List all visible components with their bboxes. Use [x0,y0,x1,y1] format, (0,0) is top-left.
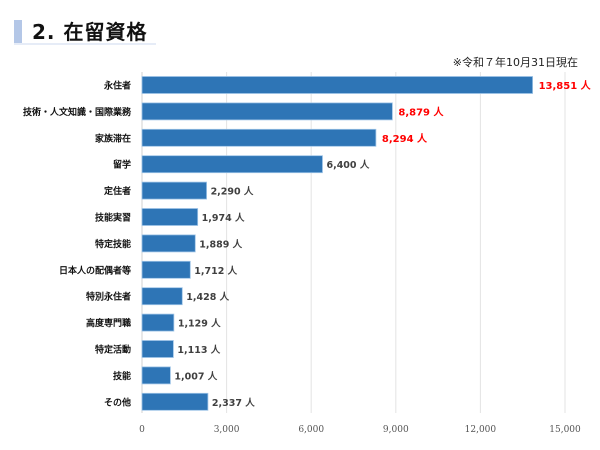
data-label: 8,879 人 [398,105,444,118]
bar [141,208,199,226]
data-label: 2,290 人 [211,186,254,198]
x-tick-label: 3,000 [214,425,240,435]
category-label: 日本人の配偶者等 [59,264,131,276]
date-note: ※令和７年10月31日現在 [452,56,578,69]
category-label: 特定活動 [95,344,131,356]
data-label: 1,974 人 [202,212,245,224]
category-label: 技能 [113,370,131,382]
bar [141,313,175,332]
data-label: 1,113 人 [177,344,220,356]
data-label: 13,851 人 [539,79,592,92]
bar [141,181,207,200]
data-label: 2,337 人 [212,397,255,409]
bar [141,102,393,121]
data-label: 8,294 人 [382,132,428,145]
category-label: 技能実習 [95,212,131,224]
bar [141,340,174,358]
category-label: 特別永住者 [86,291,131,303]
data-label: 1,007 人 [174,370,217,382]
bar [141,234,196,253]
data-label: 1,712 人 [194,265,237,277]
data-label: 6,400 人 [326,159,369,171]
data-label: 1,889 人 [199,238,242,250]
bar [141,366,171,385]
category-label: その他 [104,396,131,408]
bar [141,392,209,411]
x-tick-label: 0 [139,425,145,435]
category-label: 定住者 [103,185,131,197]
category-label: 技術・人文知識・国際業務 [23,106,132,118]
data-label: 1,428 人 [186,291,229,303]
bar [141,287,183,306]
bar [141,260,191,279]
category-label: 留学 [113,159,131,171]
bar [141,128,377,147]
page-title: 2. 在留資格 [32,20,148,44]
title-accent-bar [14,20,22,43]
category-label: 特定技能 [95,238,131,250]
x-tick-label: 9,000 [383,425,409,435]
x-tick-label: 15,000 [549,425,581,435]
category-label: 高度専門職 [86,317,131,329]
bar [141,155,323,174]
category-label: 家族滞在 [95,132,131,144]
category-label: 永住者 [103,80,131,92]
title-underline [14,43,156,45]
x-tick-label: 6,000 [298,425,324,435]
data-label: 1,129 人 [178,318,221,330]
bar [141,76,533,94]
x-tick-label: 12,000 [465,425,497,435]
